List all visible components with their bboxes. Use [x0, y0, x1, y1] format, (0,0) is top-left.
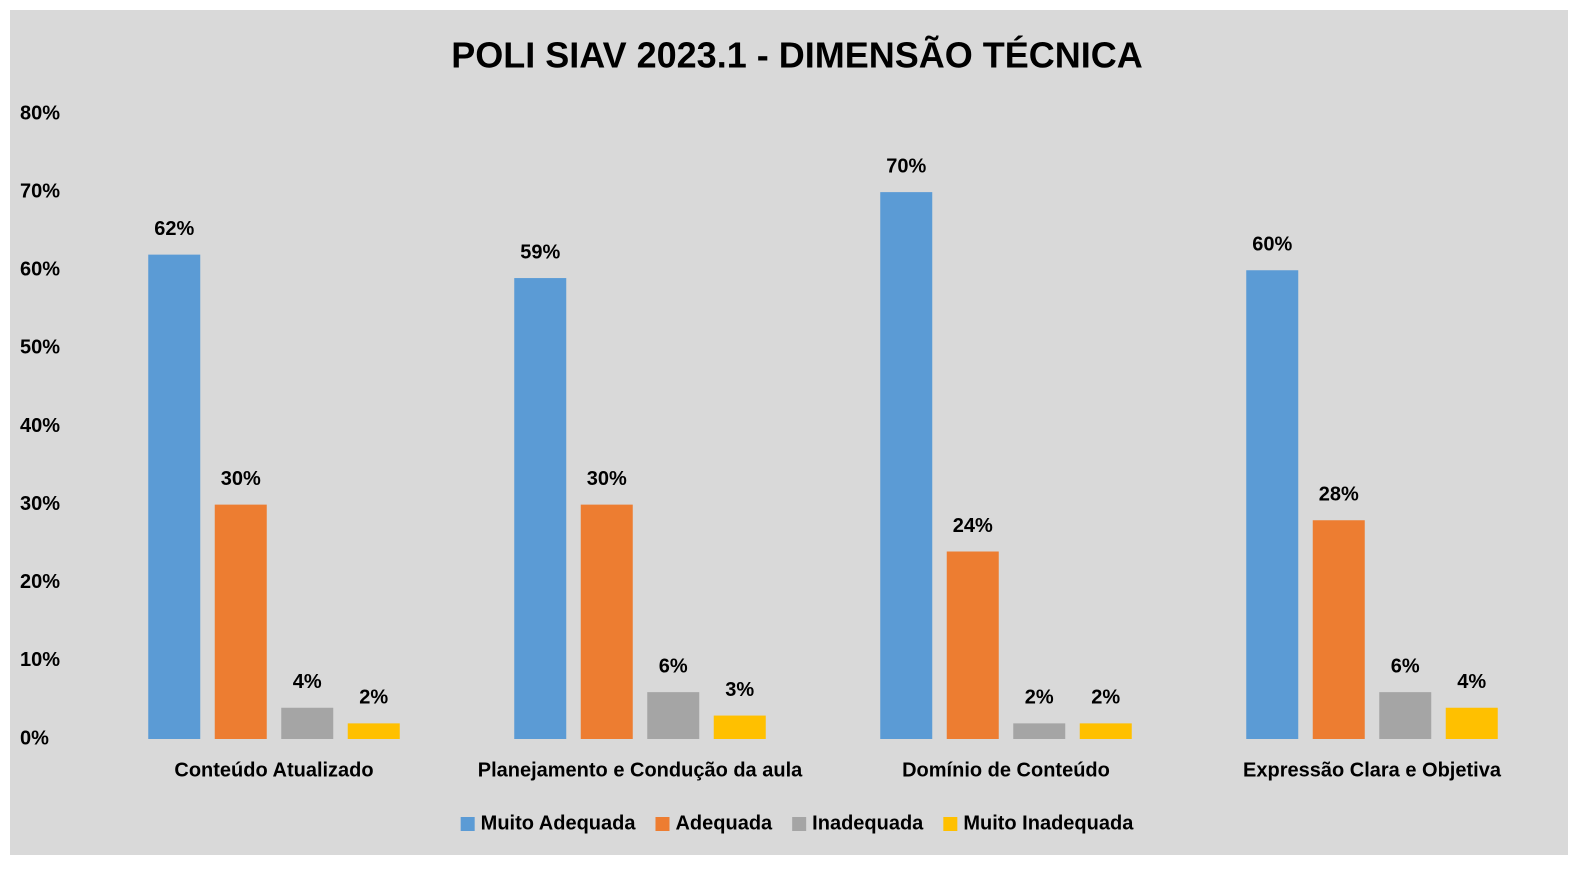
data-label: 24% [953, 515, 993, 537]
bar [946, 551, 999, 739]
bar [347, 723, 400, 739]
bar [1246, 270, 1299, 739]
data-label: 62% [154, 218, 194, 240]
bar [1312, 520, 1365, 739]
data-label: 6% [659, 655, 688, 677]
data-label: 30% [221, 468, 261, 490]
legend-label: Muito Adequada [481, 812, 637, 834]
legend-label: Muito Inadequada [963, 812, 1134, 834]
y-tick-label: 20% [20, 571, 60, 593]
data-label: 4% [1457, 671, 1486, 693]
data-label: 70% [886, 155, 926, 177]
legend-swatch [792, 817, 807, 831]
data-label: 2% [1025, 687, 1054, 709]
x-tick-label: Domínio de Conteúdo [902, 759, 1110, 781]
legend-label: Adequada [675, 812, 773, 834]
bar [713, 715, 766, 739]
data-label: 2% [359, 687, 388, 709]
y-tick-label: 40% [20, 415, 60, 437]
bar [1079, 723, 1132, 739]
legend-swatch [460, 817, 475, 831]
bar [1379, 692, 1432, 739]
bar [148, 254, 201, 739]
y-tick-label: 70% [20, 180, 60, 202]
data-label: 30% [587, 468, 627, 490]
y-tick-label: 30% [20, 493, 60, 515]
bar [1445, 707, 1498, 739]
y-tick-label: 50% [20, 337, 60, 359]
bar [514, 278, 567, 739]
data-label: 2% [1091, 687, 1120, 709]
data-label: 60% [1252, 234, 1292, 256]
bar [580, 504, 633, 739]
legend-label: Inadequada [812, 812, 924, 834]
bar [647, 692, 700, 739]
x-tick-label: Planejamento e Condução da aula [478, 759, 803, 781]
data-label: 4% [293, 671, 322, 693]
bar [281, 707, 334, 739]
bar [880, 192, 933, 739]
y-tick-label: 60% [20, 259, 60, 281]
y-tick-label: 10% [20, 649, 60, 671]
bar [1013, 723, 1066, 739]
y-tick-label: 80% [20, 102, 60, 124]
chart-background [10, 10, 1568, 855]
chart-title: POLI SIAV 2023.1 - DIMENSÃO TÉCNICA [451, 34, 1142, 76]
data-label: 3% [725, 679, 754, 701]
data-label: 59% [520, 241, 560, 263]
legend-swatch [655, 817, 670, 831]
data-label: 28% [1319, 484, 1359, 506]
x-tick-label: Conteúdo Atualizado [174, 759, 373, 781]
data-label: 6% [1391, 655, 1420, 677]
legend-swatch [943, 817, 958, 831]
bar [214, 504, 267, 739]
x-tick-label: Expressão Clara e Objetiva [1243, 759, 1502, 781]
y-tick-label: 0% [20, 727, 49, 749]
